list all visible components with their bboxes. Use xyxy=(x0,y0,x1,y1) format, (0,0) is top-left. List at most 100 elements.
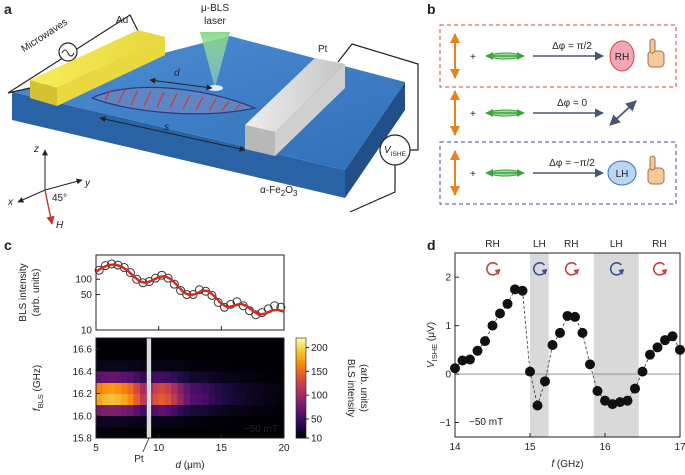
heatmap-cell xyxy=(240,349,247,361)
result-ellipse xyxy=(607,160,637,186)
wire xyxy=(349,165,396,213)
colorbar-step xyxy=(296,424,306,427)
colorbar-step xyxy=(296,434,306,437)
heatmap-cell xyxy=(133,360,141,372)
heatmap-cell xyxy=(152,415,160,428)
axis-label: x xyxy=(7,197,14,208)
data-point xyxy=(450,363,460,374)
data-point xyxy=(622,395,633,406)
heatmap-cell xyxy=(208,415,216,428)
heatmap-cell xyxy=(215,415,222,428)
heatmap-cell xyxy=(277,415,285,428)
region-label: RH xyxy=(564,239,578,250)
heatmap-cell xyxy=(121,349,128,361)
heatmap-cell xyxy=(102,338,109,350)
phase-label: Δφ = −π/2 xyxy=(549,158,595,169)
heatmap-cell xyxy=(133,426,141,439)
text-part: α-Fe xyxy=(260,185,281,196)
heatmap-cell xyxy=(271,338,279,350)
data-point xyxy=(660,335,670,346)
y-tick-label: 10 xyxy=(81,326,93,337)
heatmap-cell xyxy=(190,371,197,383)
au-label: Au xyxy=(116,15,128,26)
heatmap-cell xyxy=(252,404,260,417)
plus-sign: + xyxy=(470,52,476,63)
heatmap-cell xyxy=(215,338,222,350)
heatmap-cell xyxy=(114,382,122,394)
heatmap-cell xyxy=(158,382,166,394)
colorbar-step xyxy=(296,383,306,386)
rotation-icon xyxy=(564,262,578,276)
heatmap-cell xyxy=(177,360,185,372)
heatmap-cell xyxy=(127,415,134,428)
heatmap-cell xyxy=(152,371,160,383)
wire xyxy=(337,43,419,151)
colorbar-tick-label: 50 xyxy=(311,414,323,425)
heatmap-cell xyxy=(227,415,235,428)
panel-a: a Microwaves Au μ-BLS laser d s Pt xyxy=(4,1,419,231)
heatmap-cell xyxy=(114,415,122,428)
heatmap-cell xyxy=(227,360,235,372)
data-point xyxy=(540,376,550,387)
colorbar-step xyxy=(296,338,306,341)
heatmap-cell xyxy=(152,360,160,372)
heatmap-cell xyxy=(246,338,254,350)
heatmap-cell xyxy=(246,426,254,439)
heatmap-cell xyxy=(240,360,247,372)
colorbar-step xyxy=(296,361,306,364)
heatmap-cell xyxy=(258,426,266,439)
colorbar-step xyxy=(296,409,306,412)
heatmap-cell xyxy=(127,404,134,417)
heatmap-cell xyxy=(196,404,203,417)
heatmap-cell xyxy=(158,393,166,406)
colorbar-step xyxy=(296,396,306,399)
pt-side xyxy=(275,64,345,156)
heatmap-cell xyxy=(171,382,178,394)
text-part: ISHE xyxy=(391,151,407,158)
text-part: (μm) xyxy=(181,460,205,471)
colorbar-step xyxy=(296,403,306,406)
heatmap-cell xyxy=(102,426,109,439)
colorbar-label: BLS intensity xyxy=(345,359,356,417)
heatmap-cell xyxy=(139,349,147,361)
result-label: RH xyxy=(615,52,629,63)
x-tick-label: 15 xyxy=(216,443,228,454)
text-part: (GHz) xyxy=(554,459,583,470)
heatmap-cell xyxy=(227,349,235,361)
y-axis-label: fBLS (GHz) xyxy=(32,365,45,411)
heatmap-cell xyxy=(127,338,134,350)
data-point xyxy=(570,311,580,322)
heatmap-cell xyxy=(221,382,228,394)
hand-icon xyxy=(647,50,665,68)
heatmap-cell xyxy=(252,426,260,439)
result-ellipse xyxy=(609,40,635,72)
heatmap-cell xyxy=(246,382,254,394)
heatmap-cell xyxy=(108,349,116,361)
colorbar-step xyxy=(296,374,306,377)
heatmap-cell xyxy=(158,338,166,350)
colorbar-step xyxy=(296,378,306,381)
y-tick-label: 16.2 xyxy=(73,389,93,400)
heatmap-cell xyxy=(96,393,103,406)
heatmap-cell xyxy=(127,360,134,372)
colorbar-tick-label: 200 xyxy=(311,343,328,354)
heatmap-cell xyxy=(265,404,272,417)
heatmap-cell xyxy=(202,338,210,350)
heatmap-cell xyxy=(271,426,279,439)
heatmap-cell xyxy=(171,426,178,439)
y-tick-label: 16.4 xyxy=(73,367,93,378)
colorbar-step xyxy=(296,343,306,346)
y-axis-label: VISHE (μV) xyxy=(426,322,439,368)
heatmap-cell xyxy=(246,360,254,372)
heatmap-cell xyxy=(221,360,228,372)
laser-label: laser xyxy=(204,16,226,27)
heatmap-cell xyxy=(139,415,147,428)
heatmap-cell xyxy=(246,393,254,406)
pt-label: Pt xyxy=(134,454,144,465)
x-tick-label: 5 xyxy=(93,443,99,454)
heatmap-cell xyxy=(233,371,241,383)
heatmap-cell xyxy=(233,415,241,428)
heatmap-cell xyxy=(215,426,222,439)
heatmap-cell xyxy=(183,415,191,428)
pt-label: Pt xyxy=(318,44,328,55)
